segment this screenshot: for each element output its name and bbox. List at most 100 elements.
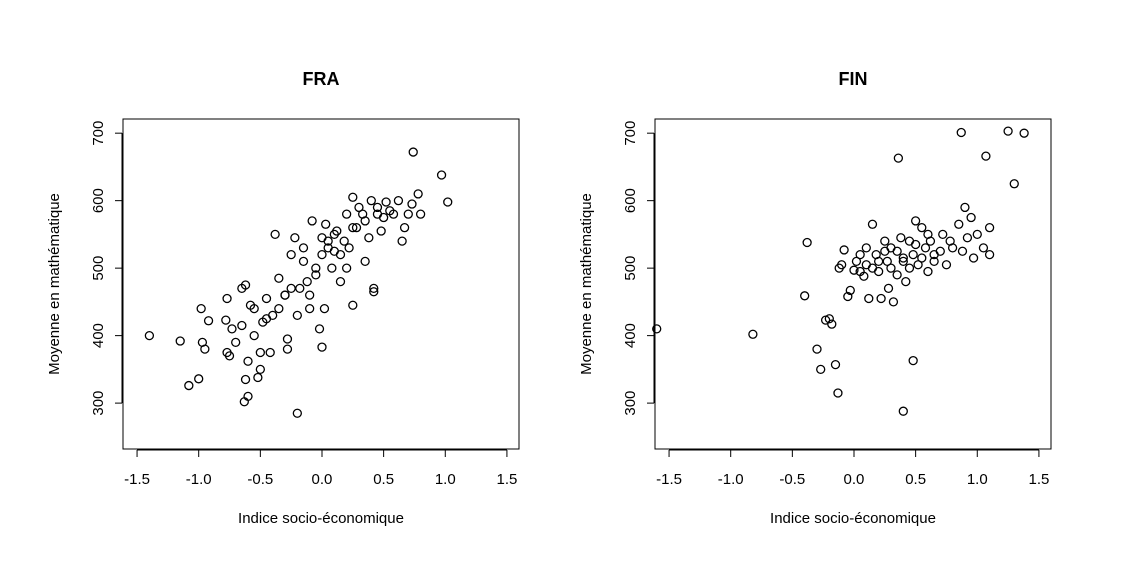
point	[929, 249, 939, 260]
point	[335, 249, 346, 260]
point	[323, 243, 333, 253]
point	[923, 229, 933, 240]
point	[366, 196, 376, 206]
x-tick-label: 1.5	[1028, 471, 1049, 488]
point	[200, 344, 210, 354]
x-tick-label: 1.0	[435, 471, 456, 488]
y-tick-label: 600	[90, 188, 107, 213]
point	[274, 273, 284, 283]
point	[984, 249, 995, 260]
x-tick-label: 1.5	[496, 471, 517, 488]
point	[968, 253, 979, 263]
point	[917, 223, 927, 233]
point	[830, 359, 841, 370]
point	[227, 324, 237, 334]
point	[923, 266, 933, 277]
y-tick-label: 700	[90, 121, 107, 146]
point	[849, 265, 859, 275]
point	[873, 266, 884, 277]
point	[292, 310, 302, 321]
point	[880, 236, 890, 246]
point	[984, 223, 995, 233]
point	[888, 297, 899, 307]
point	[941, 260, 952, 270]
x-tick-label: -1.5	[656, 471, 682, 488]
point	[341, 263, 352, 273]
point	[892, 270, 902, 280]
point	[876, 293, 886, 304]
point	[1009, 179, 1019, 189]
point	[286, 283, 296, 294]
point	[274, 303, 284, 314]
point	[883, 283, 894, 294]
point	[240, 374, 251, 385]
point	[403, 209, 413, 219]
point	[399, 223, 410, 233]
x-tick-label: -1.0	[718, 471, 744, 488]
x-tick-label: 0.0	[844, 471, 865, 488]
point	[910, 216, 921, 226]
point	[393, 196, 404, 206]
point	[956, 127, 966, 138]
point	[237, 320, 247, 331]
point	[369, 287, 379, 297]
chart-title: FIN	[839, 69, 868, 89]
point	[240, 280, 251, 290]
x-tick-label: -1.0	[186, 471, 212, 488]
point	[929, 256, 939, 267]
point	[335, 276, 346, 287]
point	[864, 293, 874, 304]
point	[408, 147, 418, 157]
point	[327, 263, 337, 273]
y-tick-label: 500	[90, 256, 107, 281]
point	[920, 243, 931, 253]
plot-frame	[654, 118, 1052, 450]
point	[255, 364, 265, 375]
x-tick-label: -0.5	[247, 471, 273, 488]
x-tick-label: -0.5	[779, 471, 805, 488]
point	[388, 209, 399, 219]
point	[351, 223, 362, 233]
point	[319, 303, 330, 314]
point	[1019, 128, 1029, 138]
point	[972, 229, 982, 240]
point	[947, 243, 958, 253]
point	[265, 347, 275, 358]
point	[270, 229, 280, 240]
point	[292, 408, 302, 418]
point	[898, 253, 908, 263]
y-tick-label: 500	[622, 256, 639, 281]
point	[837, 260, 847, 270]
y-tick-label: 300	[622, 391, 639, 416]
point	[261, 314, 272, 324]
point	[1003, 126, 1013, 136]
point	[203, 316, 214, 326]
point	[652, 324, 662, 334]
chart-title: FRA	[303, 69, 340, 89]
x-tick-label: -1.5	[124, 471, 150, 488]
point	[861, 260, 871, 270]
y-tick-label: 600	[622, 188, 639, 213]
point	[302, 276, 312, 287]
point	[369, 283, 379, 294]
point	[981, 151, 991, 161]
point	[954, 219, 964, 229]
point	[282, 344, 293, 354]
point	[280, 290, 290, 300]
y-tick-label: 300	[90, 391, 107, 416]
point	[978, 243, 989, 253]
y-tick-label: 400	[90, 323, 107, 348]
point	[224, 351, 235, 361]
point	[855, 266, 865, 277]
point	[901, 276, 911, 287]
point	[317, 342, 327, 352]
point	[957, 246, 968, 256]
point	[184, 380, 194, 391]
point	[253, 372, 263, 383]
point	[341, 209, 352, 219]
y-axis-label: Moyenne en mathématique	[46, 193, 63, 375]
point	[348, 300, 358, 310]
point	[896, 233, 906, 243]
point	[381, 197, 391, 207]
